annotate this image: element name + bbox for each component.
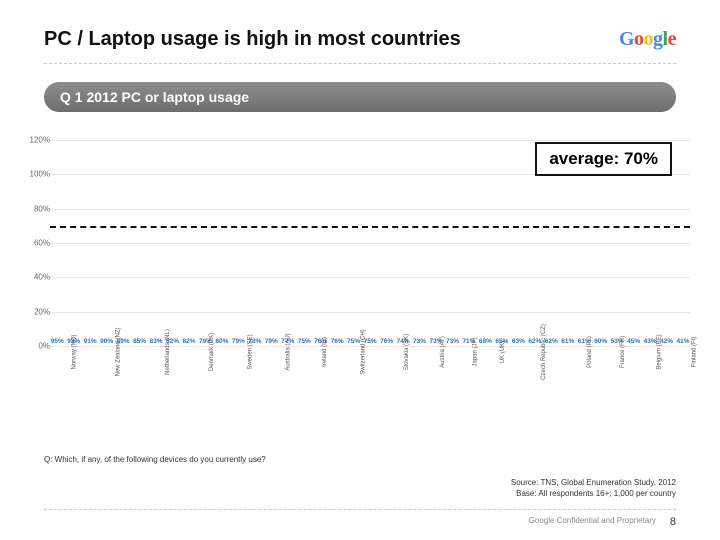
- x-axis-label: Finland (FI): [687, 337, 720, 368]
- average-callout: average: 70%: [535, 142, 672, 176]
- gridline: [50, 140, 690, 141]
- average-line: [50, 226, 690, 228]
- chart-subtitle-bar: Q 1 2012 PC or laptop usage: [44, 82, 676, 112]
- survey-question: Q: Which, if any, of the following devic…: [44, 455, 676, 464]
- page-number: 8: [670, 516, 676, 528]
- y-axis-label: 20%: [20, 307, 50, 316]
- gridline: [50, 243, 690, 244]
- gridline: [50, 209, 690, 210]
- y-axis-label: 80%: [20, 204, 50, 213]
- x-axis-label: New Zealand (NZ): [112, 327, 164, 376]
- source-citation: Source: TNS, Global Enumeration Study, 2…: [44, 478, 676, 499]
- bar-chart: average: 70% 95%93%91%90%89%85%83%82%82%…: [10, 130, 710, 398]
- gridline: [50, 312, 690, 313]
- source-line: Source: TNS, Global Enumeration Study, 2…: [44, 478, 676, 488]
- google-logo: Google: [619, 28, 676, 51]
- y-axis-label: 40%: [20, 273, 50, 282]
- page-title: PC / Laptop usage is high in most countr…: [44, 28, 461, 51]
- y-axis-label: 0%: [20, 342, 50, 351]
- source-line: Base: All respondents 16+; 1,000 per cou…: [44, 489, 676, 499]
- y-axis-label: 120%: [20, 136, 50, 145]
- bar-value-label: 95%: [51, 338, 64, 345]
- y-axis-label: 60%: [20, 239, 50, 248]
- gridline: [50, 277, 690, 278]
- confidential-label: Google Confidential and Proprietary: [529, 516, 656, 528]
- y-axis-label: 100%: [20, 170, 50, 179]
- title-divider: [44, 63, 676, 64]
- x-axis-label: Czech Republic (CZ): [537, 324, 589, 380]
